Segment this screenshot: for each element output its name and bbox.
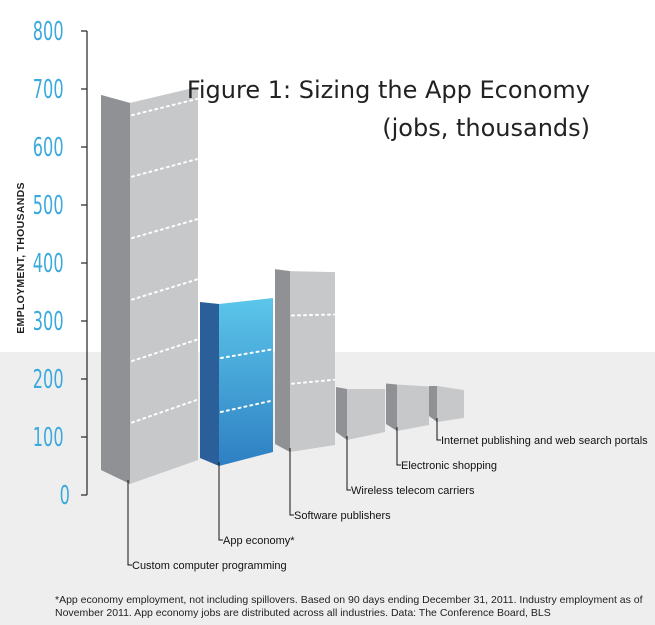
bar-front-face bbox=[130, 86, 198, 485]
bar-dotted-line bbox=[131, 97, 198, 117]
bar-software-publishers bbox=[275, 269, 335, 516]
bar-front-face bbox=[397, 384, 429, 431]
label-leader-line bbox=[346, 436, 351, 491]
bar-dotted-line bbox=[291, 378, 335, 385]
bar-wireless-telecom-carriers bbox=[336, 387, 385, 491]
y-tick-label: 100 bbox=[33, 423, 64, 453]
bar-dotted-line bbox=[220, 348, 273, 359]
y-axis-label: EMPLOYMENT, THOUSANDS bbox=[15, 182, 27, 334]
y-tick-label: 700 bbox=[33, 75, 64, 105]
label-leader-line bbox=[289, 448, 294, 516]
bar-electronic-shopping bbox=[386, 383, 429, 466]
bar-front-face bbox=[290, 271, 335, 452]
category-label: Internet publishing and web search porta… bbox=[441, 435, 648, 447]
y-tick-label: 600 bbox=[33, 133, 64, 163]
bar-side-face bbox=[101, 94, 130, 485]
category-label: App economy* bbox=[223, 535, 295, 547]
category-label: Custom computer programming bbox=[132, 560, 287, 572]
bar-side-face bbox=[429, 386, 437, 422]
category-label: Software publishers bbox=[294, 510, 391, 522]
y-tick-label: 300 bbox=[33, 307, 64, 337]
label-leader-line bbox=[127, 480, 132, 566]
y-axis: 0 100 200 300 400 500 600 700 800 bbox=[33, 17, 88, 511]
bar-dotted-line bbox=[131, 158, 198, 178]
y-tick-label: 800 bbox=[33, 17, 64, 47]
footnote: *App economy employment, not including s… bbox=[55, 594, 643, 619]
bar-app-economy bbox=[200, 298, 273, 541]
bar-side-face bbox=[275, 269, 290, 452]
bar-front-face bbox=[347, 389, 385, 440]
label-leader-line bbox=[436, 418, 441, 441]
bar-dotted-line bbox=[131, 278, 198, 301]
y-tick-label: 0 bbox=[60, 481, 70, 511]
chart-title: Figure 1: Sizing the App Economy bbox=[187, 76, 590, 104]
bar-custom-computer-programming bbox=[101, 86, 198, 566]
y-tick-label: 500 bbox=[33, 191, 64, 221]
category-label: Wireless telecom carriers bbox=[351, 485, 475, 497]
bar-dotted-line bbox=[131, 338, 198, 363]
bars bbox=[101, 86, 464, 566]
label-leader-line bbox=[218, 462, 223, 541]
category-labels: Custom computer programming App economy* S… bbox=[132, 435, 648, 572]
bar-front-face bbox=[437, 386, 464, 422]
bar-internet-publishing-and-web-search-portals bbox=[429, 386, 464, 441]
bar-side-face bbox=[336, 387, 347, 440]
category-label: Electronic shopping bbox=[401, 460, 497, 472]
bar-dotted-line bbox=[131, 218, 198, 240]
bar-front-face bbox=[219, 298, 273, 466]
label-leader-line bbox=[396, 427, 401, 466]
chart-subtitle: (jobs, thousands) bbox=[382, 114, 590, 142]
bar-dotted-line bbox=[291, 313, 335, 317]
y-tick-label: 400 bbox=[33, 249, 64, 279]
bar-dotted-line bbox=[220, 399, 273, 413]
bar-dotted-line bbox=[131, 398, 198, 424]
bar-side-face bbox=[200, 302, 219, 466]
bar-side-face bbox=[386, 383, 397, 431]
y-tick-label: 200 bbox=[33, 365, 64, 395]
